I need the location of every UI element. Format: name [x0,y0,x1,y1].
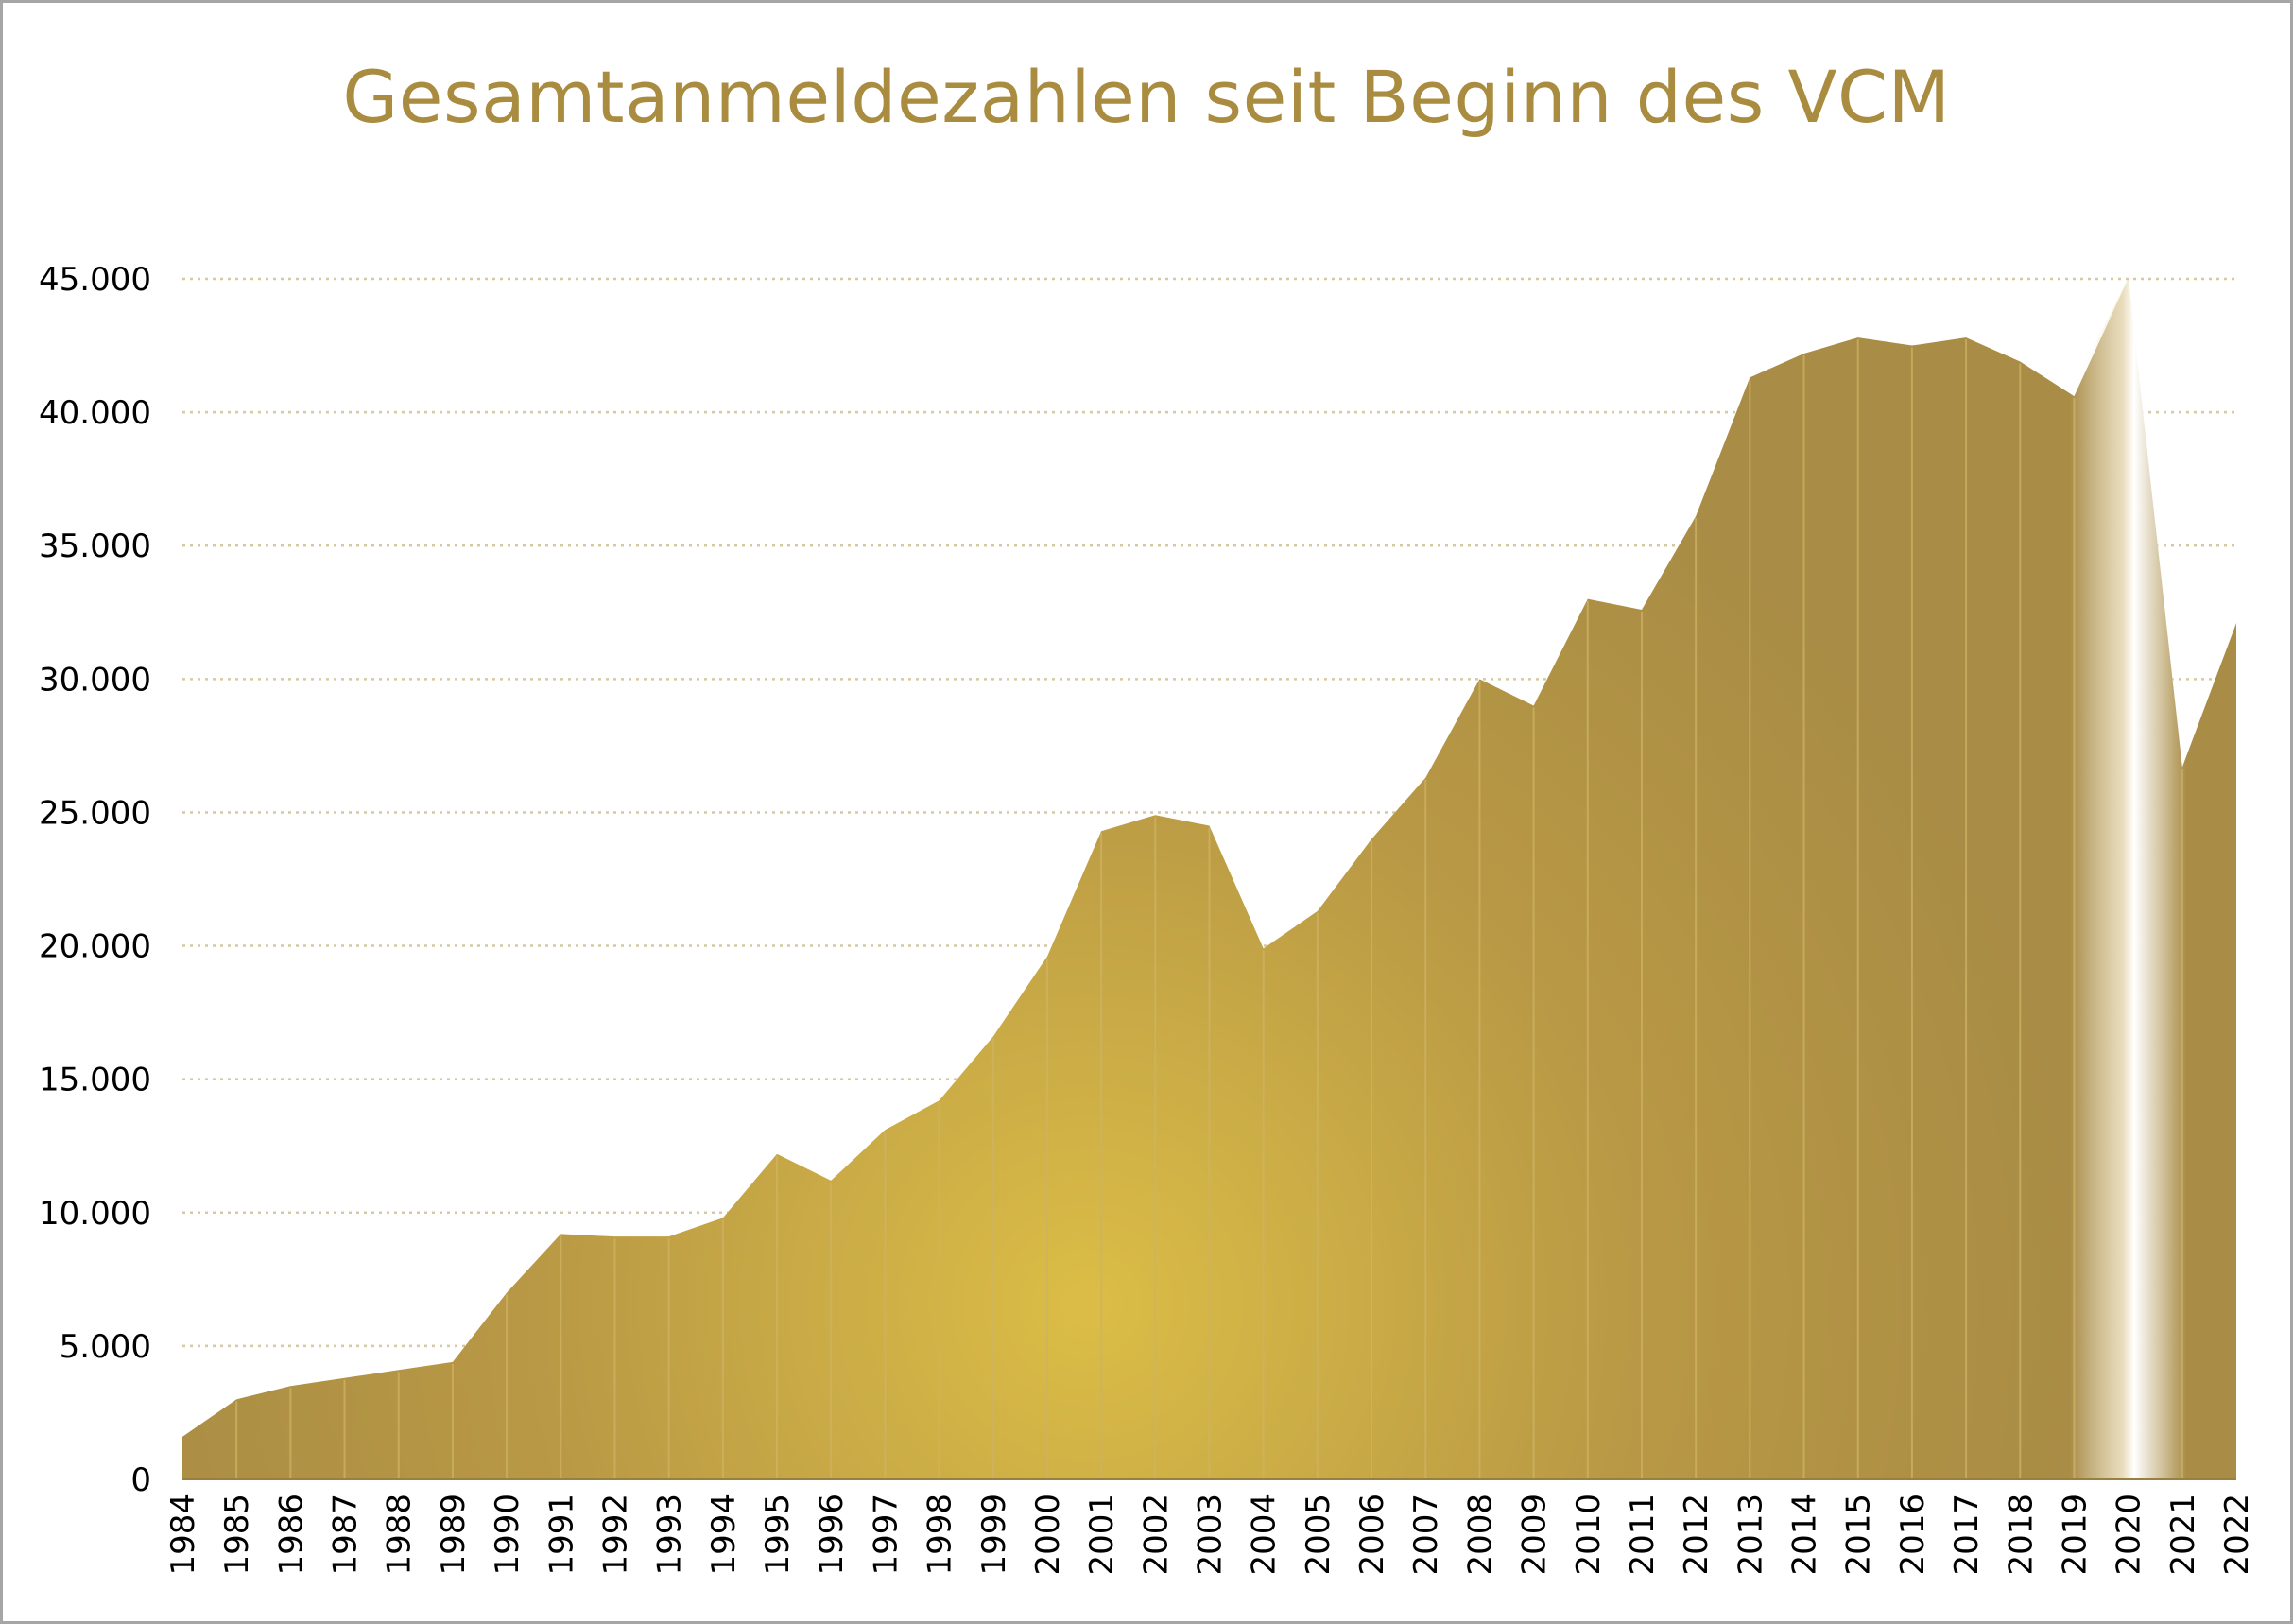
x-tick-label: 2004 [1246,1494,1284,1576]
y-axis-ticks: 0 5.000 10.000 15.000 20.000 25.000 30.000 35.0… [39,261,151,1499]
x-tick-label: 2017 [1948,1494,1986,1576]
x-tick-label: 1992 [596,1494,634,1576]
y-tick-label: 15.000 [39,1062,151,1099]
x-tick-label: 1991 [543,1494,580,1576]
x-tick-label: 2002 [1137,1494,1175,1576]
x-tick-label: 1995 [759,1494,797,1576]
x-tick-label: 1999 [975,1494,1013,1576]
x-tick-label: 1984 [164,1494,202,1576]
x-tick-label: 2008 [1461,1494,1499,1576]
y-tick-label: 25.000 [39,794,151,832]
x-tick-label: 2006 [1353,1494,1391,1576]
x-axis-ticks: 1984 1985 1986 1987 1988 1989 1990 1991 1992 1993… [164,1494,2256,1576]
x-tick-label: 1986 [272,1494,310,1576]
x-tick-label: 2015 [1840,1494,1878,1576]
x-tick-label: 1990 [489,1494,526,1576]
highlight-fade-2020 [2069,279,2187,1479]
x-tick-label: 1996 [813,1494,851,1576]
x-tick-label: 1987 [327,1494,365,1576]
x-tick-label: 2021 [2164,1494,2202,1576]
x-tick-label: 2016 [1894,1494,1932,1576]
x-tick-label: 1997 [867,1494,905,1576]
x-tick-label: 2013 [1732,1494,1769,1576]
year-dividers [182,339,2236,1480]
y-tick-label: 10.000 [39,1195,151,1233]
y-tick-label: 0 [130,1461,151,1499]
x-tick-label: 2019 [2056,1494,2094,1576]
x-tick-label: 1993 [651,1494,689,1576]
x-tick-label: 2010 [1570,1494,1608,1576]
x-tick-label: 2000 [1029,1494,1067,1576]
x-tick-label: 2011 [1624,1494,1662,1576]
x-tick-label: 1998 [922,1494,959,1576]
y-tick-label: 35.000 [39,527,151,565]
chart-title: Gesamtanmeldezahlen seit Beginn des VCM [342,55,1951,139]
x-tick-label: 2020 [2111,1494,2148,1576]
x-tick-label: 2018 [2002,1494,2040,1576]
y-tick-label: 30.000 [39,661,151,699]
y-tick-label: 5.000 [60,1328,151,1366]
x-tick-label: 2009 [1516,1494,1554,1576]
x-tick-label: 2014 [1786,1494,1824,1576]
x-tick-label: 2007 [1407,1494,1445,1576]
x-tick-label: 1985 [218,1494,256,1576]
x-tick-label: 2001 [1083,1494,1121,1576]
x-tick-label: 2005 [1300,1494,1337,1576]
x-tick-label: 2003 [1192,1494,1230,1576]
y-tick-label: 20.000 [39,928,151,966]
x-tick-label: 1994 [705,1494,743,1576]
x-tick-label: 2022 [2218,1494,2256,1576]
x-tick-label: 2012 [1678,1494,1715,1576]
x-tick-label: 1989 [435,1494,473,1576]
y-tick-label: 40.000 [39,394,151,432]
y-tick-label: 45.000 [39,261,151,299]
x-tick-label: 1988 [381,1494,419,1576]
